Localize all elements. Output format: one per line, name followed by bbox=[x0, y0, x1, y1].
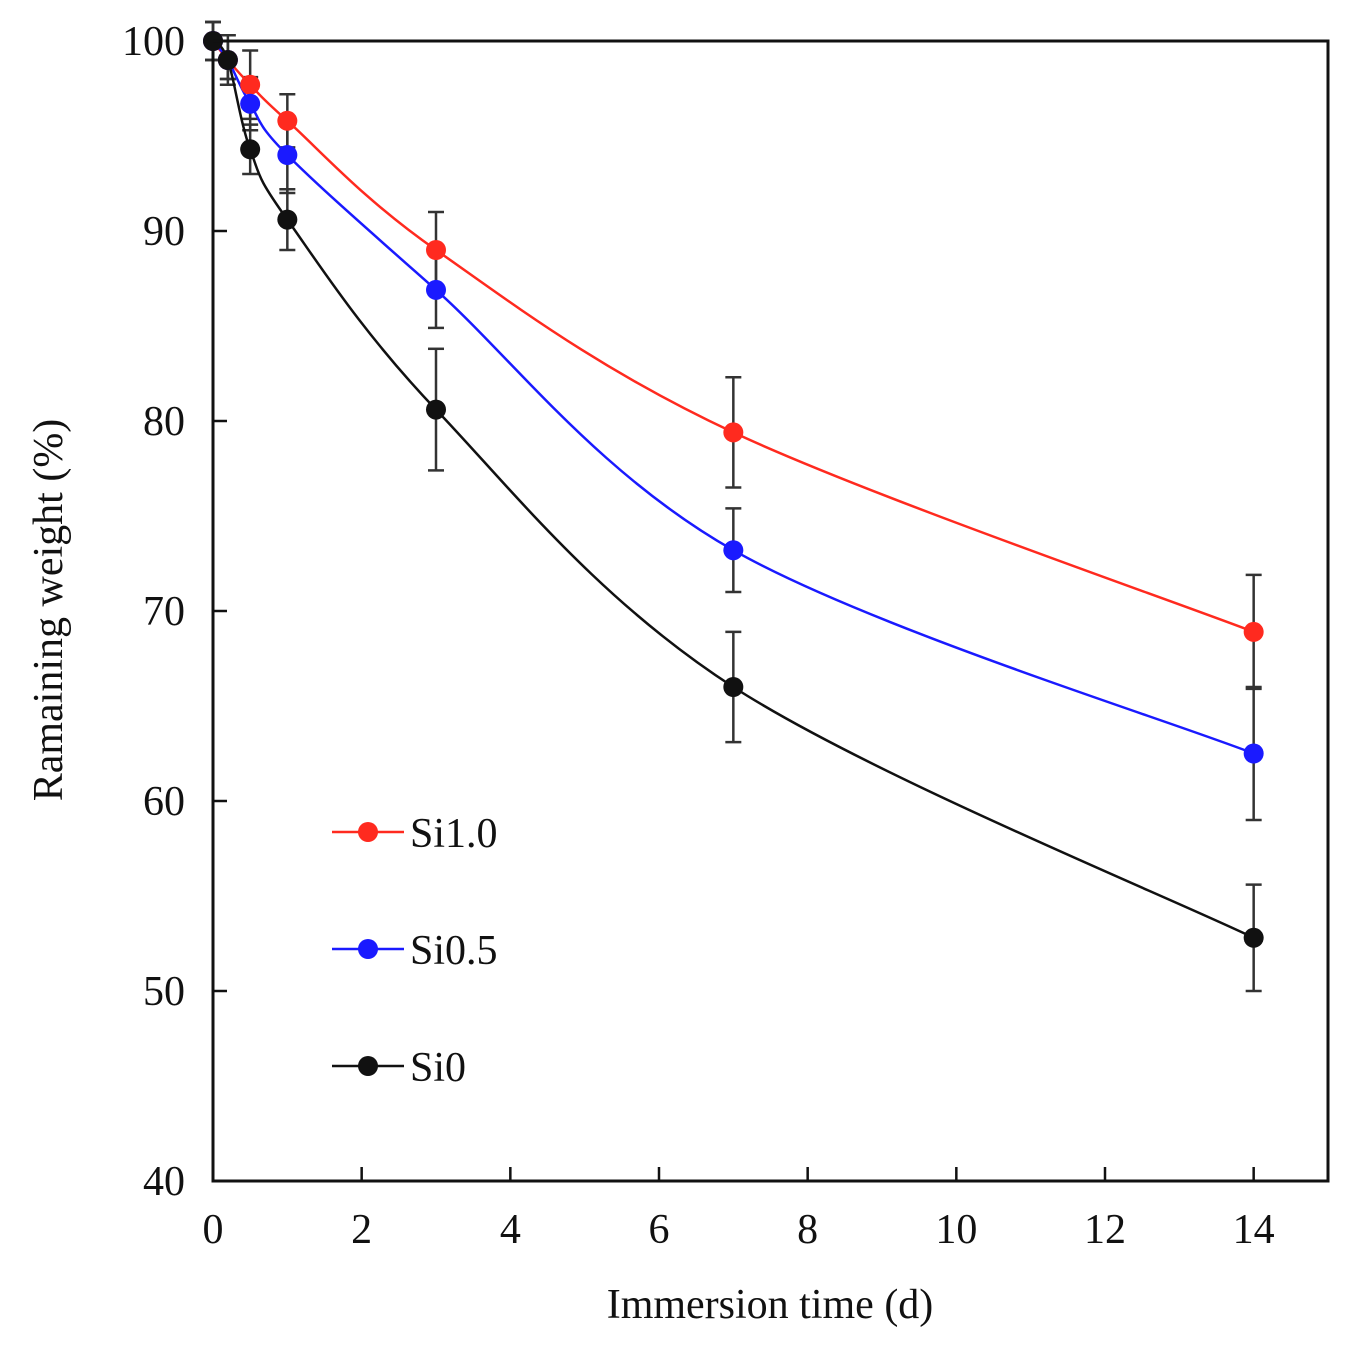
data-points-layer bbox=[203, 31, 1264, 948]
data-point-si1-0-3 bbox=[277, 110, 298, 131]
data-point-si0-5-5 bbox=[723, 540, 744, 561]
legend-marker-si0 bbox=[358, 1056, 378, 1076]
legend-label-si1-0: Si1.0 bbox=[410, 811, 498, 857]
y-tick-label-80: 80 bbox=[143, 399, 185, 445]
legend: Si1.0 Si0.5 Si0 bbox=[332, 811, 498, 1091]
data-point-si0-5-6 bbox=[1243, 743, 1264, 764]
error-bars-layer bbox=[205, 20, 1262, 993]
x-tick-label-2: 2 bbox=[351, 1207, 372, 1253]
data-point-si0-2 bbox=[240, 139, 261, 160]
y-tick-label-40: 40 bbox=[143, 1159, 185, 1205]
y-axis-title: Ramaining weight (%) bbox=[26, 419, 72, 802]
data-point-si1-0-4 bbox=[426, 240, 446, 260]
data-point-si0-1 bbox=[217, 50, 238, 70]
x-tick-label-0: 0 bbox=[203, 1207, 224, 1253]
y-tick-label-70: 70 bbox=[143, 589, 185, 635]
y-tick-label-50: 50 bbox=[143, 969, 185, 1015]
x-axis-title: Immersion time (d) bbox=[607, 1282, 934, 1328]
data-point-si1-0-6 bbox=[1243, 621, 1264, 642]
plot-frame bbox=[211, 39, 1330, 1183]
x-tick-label-12: 12 bbox=[1084, 1207, 1126, 1253]
legend-label-si0-5: Si0.5 bbox=[410, 928, 498, 974]
series-line-si0 bbox=[212, 40, 1255, 939]
data-point-si0-5 bbox=[723, 677, 744, 697]
data-point-si0-4 bbox=[426, 399, 446, 420]
legend-label-si0: Si0 bbox=[410, 1045, 466, 1091]
data-point-si1-0-5 bbox=[723, 422, 744, 443]
data-point-si0-5-4 bbox=[426, 279, 446, 300]
data-point-si0-3 bbox=[277, 209, 298, 230]
x-tick-label-8: 8 bbox=[797, 1207, 818, 1253]
y-tick-label-100: 100 bbox=[122, 19, 185, 65]
series-lines-layer bbox=[212, 40, 1255, 939]
legend-marker-si1-0 bbox=[358, 822, 378, 842]
data-point-si0-5-3 bbox=[277, 145, 298, 165]
y-tick-label-90: 90 bbox=[143, 209, 185, 255]
data-point-si0-5-2 bbox=[240, 93, 261, 114]
x-tick-label-14: 14 bbox=[1233, 1207, 1275, 1253]
data-point-si1-0-2 bbox=[240, 74, 261, 95]
x-tick-label-4: 4 bbox=[500, 1207, 521, 1253]
axes-layer: 0 2 4 6 8 10 12 14 40 50 60 70 80 90 100 bbox=[122, 19, 1330, 1253]
x-tick-label-10: 10 bbox=[935, 1207, 977, 1253]
x-tick-label-6: 6 bbox=[649, 1207, 670, 1253]
y-tick-label-60: 60 bbox=[143, 779, 185, 825]
data-point-si0-6 bbox=[1243, 927, 1264, 948]
legend-marker-si0-5 bbox=[358, 939, 378, 959]
